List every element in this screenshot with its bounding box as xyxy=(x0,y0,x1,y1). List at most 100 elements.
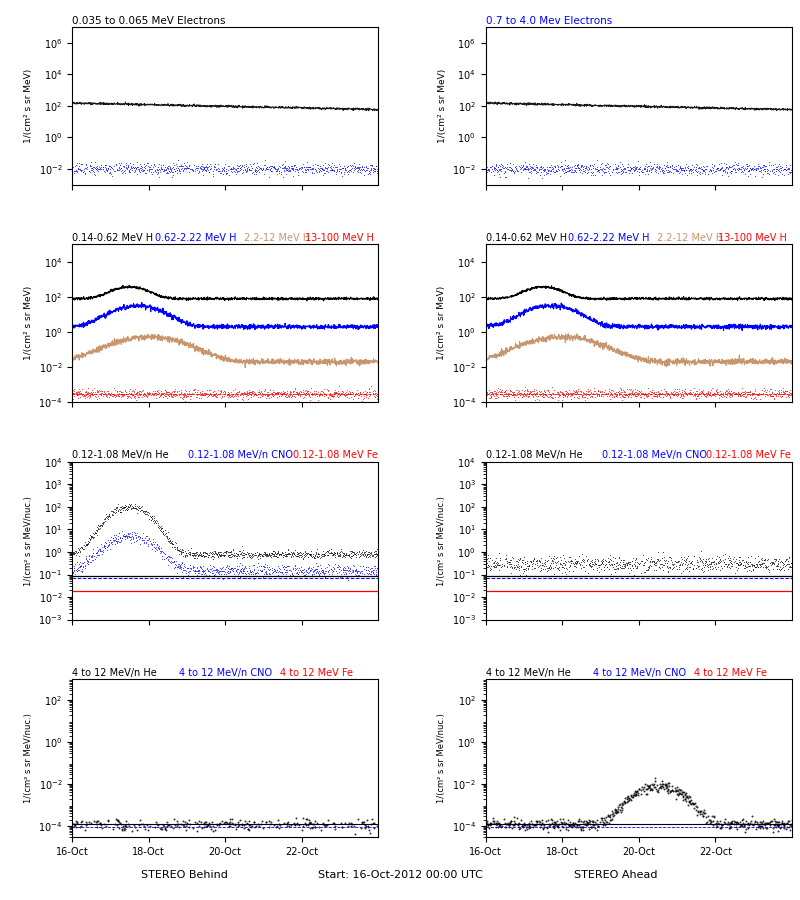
Point xyxy=(210,564,223,579)
Point xyxy=(343,564,356,579)
Point xyxy=(758,558,771,572)
Point xyxy=(611,161,624,176)
Point xyxy=(773,157,786,171)
Point xyxy=(234,813,246,827)
Point xyxy=(174,561,186,575)
Point xyxy=(152,169,165,184)
Point xyxy=(138,161,151,176)
Point xyxy=(517,565,530,580)
Point xyxy=(555,159,568,174)
Point xyxy=(265,550,278,564)
Point xyxy=(517,163,530,177)
Point xyxy=(318,564,331,579)
Point xyxy=(591,164,604,178)
Point xyxy=(370,388,382,402)
Point xyxy=(669,382,682,397)
Point xyxy=(146,514,159,528)
Point xyxy=(173,556,186,571)
Point xyxy=(345,384,358,399)
Point xyxy=(244,563,257,578)
Point xyxy=(777,163,790,177)
Point xyxy=(66,544,79,559)
Point xyxy=(572,554,585,568)
Point xyxy=(618,559,630,573)
Point xyxy=(683,554,696,568)
Point xyxy=(133,817,146,832)
Point xyxy=(283,164,296,178)
Point xyxy=(115,161,128,176)
Point xyxy=(738,562,751,576)
Point xyxy=(337,549,350,563)
Point xyxy=(226,543,239,557)
Point xyxy=(350,565,363,580)
Point xyxy=(724,166,737,180)
Point xyxy=(294,385,307,400)
Point xyxy=(522,388,535,402)
Point xyxy=(275,384,288,399)
Point xyxy=(342,164,354,178)
Point xyxy=(128,525,141,539)
Point xyxy=(618,161,630,176)
Point xyxy=(312,392,325,407)
Point xyxy=(691,389,704,403)
Point xyxy=(657,780,670,795)
Point xyxy=(674,558,686,572)
Point xyxy=(299,165,312,179)
Point xyxy=(74,158,87,172)
Point xyxy=(594,162,606,176)
Text: 0.12-1.08 MeV/n CNO: 0.12-1.08 MeV/n CNO xyxy=(602,450,714,461)
Point xyxy=(300,818,313,832)
Point xyxy=(490,558,503,572)
Point xyxy=(694,804,706,818)
Point xyxy=(289,559,302,573)
Point xyxy=(742,158,755,172)
Point xyxy=(93,162,106,176)
Point xyxy=(258,158,271,172)
Point xyxy=(104,533,117,547)
Point xyxy=(159,161,172,176)
Point xyxy=(533,162,546,176)
Point xyxy=(118,819,131,833)
Point xyxy=(278,163,290,177)
Point xyxy=(642,386,655,400)
Point xyxy=(289,163,302,177)
Point xyxy=(93,391,106,405)
Point xyxy=(188,564,201,579)
Point xyxy=(367,815,380,830)
Point xyxy=(341,388,354,402)
Point xyxy=(538,384,551,399)
Point xyxy=(680,162,693,176)
Point xyxy=(119,528,132,543)
Point xyxy=(124,386,137,400)
Point xyxy=(136,503,149,517)
Point xyxy=(724,386,737,400)
Point xyxy=(680,790,693,805)
Point xyxy=(165,164,178,178)
Point xyxy=(634,385,646,400)
Point xyxy=(326,389,338,403)
Point xyxy=(350,159,363,174)
Point xyxy=(667,388,680,402)
Point xyxy=(338,545,350,560)
Point xyxy=(238,547,251,562)
Point xyxy=(311,547,324,562)
Point xyxy=(130,534,142,548)
Point xyxy=(671,382,684,396)
Point xyxy=(487,161,500,176)
Point xyxy=(243,162,256,176)
Point xyxy=(70,165,83,179)
Point xyxy=(750,387,763,401)
Point xyxy=(105,530,118,544)
Point xyxy=(186,385,198,400)
Point xyxy=(210,388,223,402)
Point xyxy=(74,559,87,573)
Point xyxy=(734,388,746,402)
Point xyxy=(621,557,634,572)
Point xyxy=(365,816,378,831)
Point xyxy=(578,817,591,832)
Point xyxy=(302,162,314,176)
Point xyxy=(494,386,506,400)
Point xyxy=(614,164,627,178)
Point xyxy=(670,787,683,801)
Point xyxy=(235,818,248,832)
